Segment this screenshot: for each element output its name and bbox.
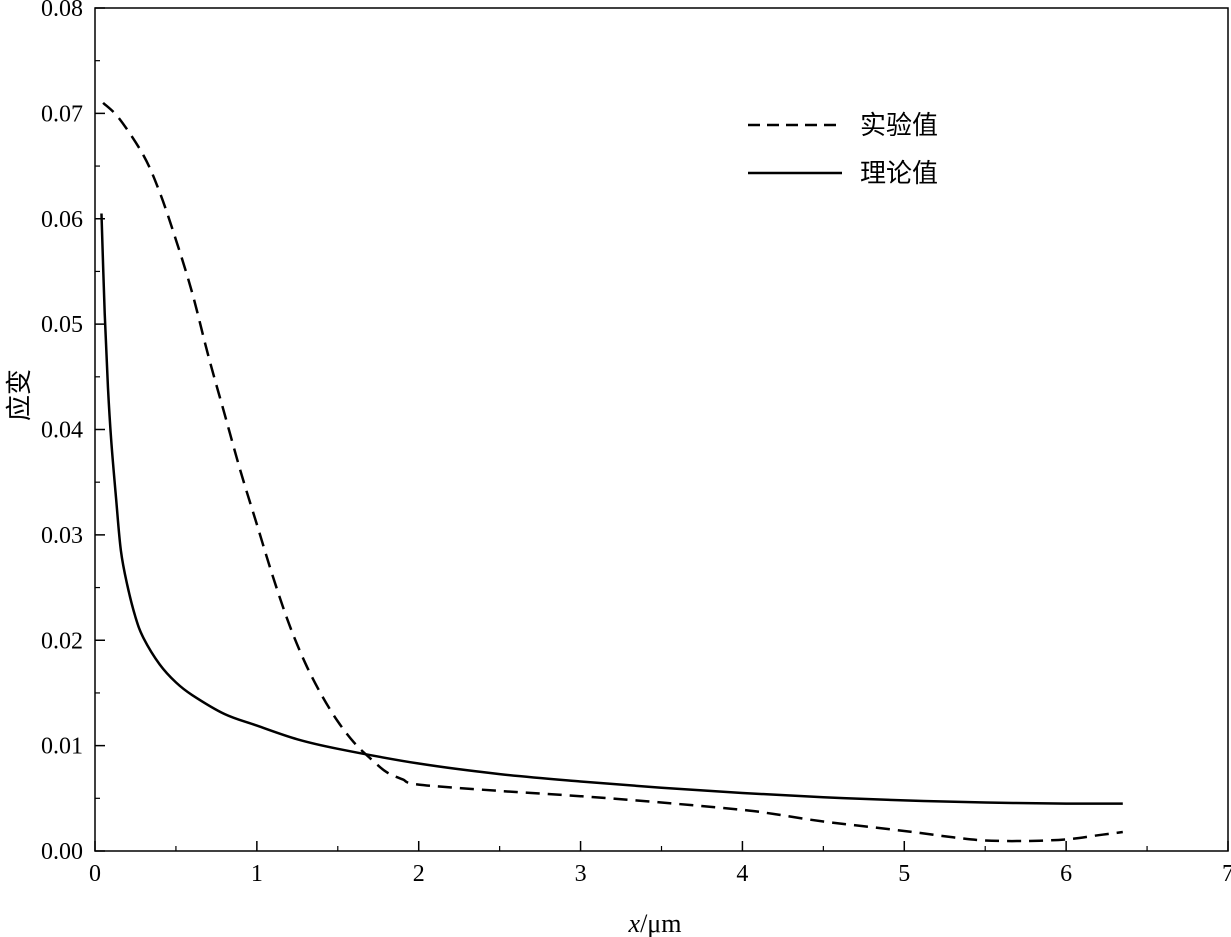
x-axis-unit: /μm bbox=[640, 909, 681, 937]
x-tick-label: 7 bbox=[1222, 861, 1231, 887]
x-tick-label: 1 bbox=[251, 861, 263, 887]
y-tick-label: 0.02 bbox=[41, 628, 83, 654]
plot-frame bbox=[94, 7, 1229, 852]
legend: 实验值 理论值 bbox=[748, 111, 938, 188]
y-tick-label: 0.01 bbox=[41, 734, 83, 760]
y-tick-label: 0.07 bbox=[41, 101, 83, 127]
y-tick-label: 0.06 bbox=[41, 207, 83, 233]
y-axis: 0.00 0.01 0.02 0.03 0.04 0.05 0.06 0.07 0.08 bbox=[41, 0, 105, 865]
series-experimental bbox=[102, 101, 1123, 843]
y-axis-title: 应变 bbox=[5, 369, 34, 421]
y-tick-label: 0.00 bbox=[41, 839, 83, 865]
x-tick-label: 5 bbox=[898, 861, 910, 887]
series-theoretical bbox=[100, 213, 1123, 805]
legend-label-experimental: 实验值 bbox=[860, 111, 938, 140]
y-tick-label: 0.04 bbox=[41, 418, 83, 444]
y-tick-label: 0.03 bbox=[41, 523, 83, 549]
x-axis-variable: x bbox=[628, 909, 641, 937]
x-tick-label: 6 bbox=[1060, 861, 1072, 887]
y-tick-label: 0.05 bbox=[41, 312, 83, 338]
legend-label-theoretical: 理论值 bbox=[860, 159, 938, 188]
x-axis-title: x/μm bbox=[628, 909, 682, 937]
x-tick-label: 4 bbox=[736, 861, 748, 887]
x-tick-label: 3 bbox=[575, 861, 587, 887]
series-layer bbox=[100, 101, 1123, 843]
x-axis: 0 1 2 3 4 5 6 7 bbox=[89, 841, 1231, 887]
x-tick-label: 2 bbox=[413, 861, 425, 887]
y-tick-label: 0.08 bbox=[41, 0, 83, 22]
x-tick-label: 0 bbox=[89, 861, 101, 887]
